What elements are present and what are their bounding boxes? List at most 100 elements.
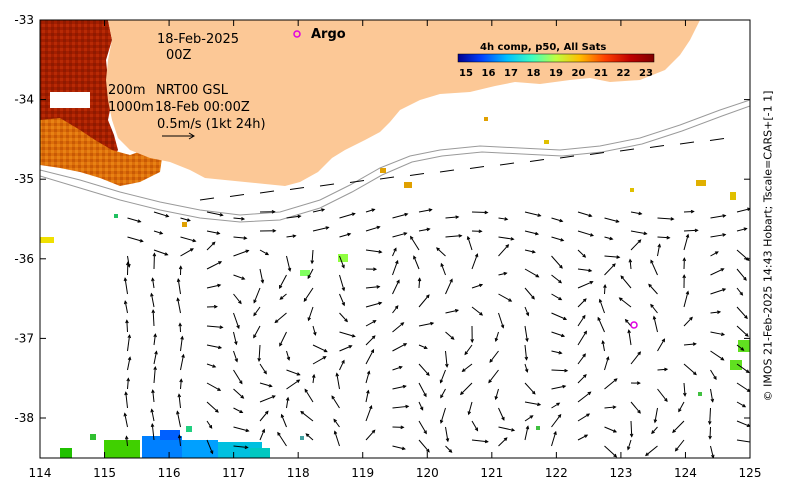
current-arrowhead bbox=[351, 334, 356, 338]
current-arrow bbox=[127, 378, 129, 390]
argo-float-marker[interactable] bbox=[630, 321, 638, 329]
current-arrow bbox=[392, 366, 402, 371]
product-time-label: 18-Feb 00:00Z bbox=[155, 100, 250, 115]
current-arrowhead bbox=[710, 398, 715, 403]
current-arrow bbox=[736, 228, 747, 232]
current-arrow bbox=[124, 301, 128, 314]
current-arrow bbox=[498, 426, 515, 431]
current-arrowhead bbox=[628, 258, 633, 263]
current-arrowhead bbox=[348, 345, 353, 349]
current-arrowhead bbox=[722, 214, 727, 218]
current-arrowhead bbox=[583, 330, 587, 335]
current-arrowhead bbox=[612, 405, 617, 409]
current-arrowhead bbox=[150, 408, 154, 413]
current-arrowhead bbox=[127, 334, 132, 339]
current-arrowhead bbox=[177, 393, 182, 398]
current-arrowhead bbox=[636, 381, 641, 385]
current-arrow bbox=[736, 401, 746, 408]
current-arrowhead bbox=[720, 332, 726, 336]
current-arrowhead bbox=[744, 315, 748, 320]
current-arrow bbox=[445, 331, 455, 340]
current-arrowhead bbox=[525, 338, 529, 343]
current-arrowhead bbox=[159, 231, 164, 235]
current-arrowhead bbox=[720, 356, 725, 361]
current-arrow bbox=[153, 211, 169, 217]
current-arrow bbox=[710, 234, 726, 238]
current-arrowhead bbox=[743, 227, 748, 231]
current-arrow bbox=[339, 312, 348, 322]
colorbar-tick-label: 15 bbox=[459, 68, 473, 79]
current-arrowhead bbox=[637, 409, 641, 414]
current-arrowhead bbox=[587, 391, 592, 396]
current-arrow bbox=[152, 278, 155, 289]
current-arrowhead bbox=[372, 320, 377, 324]
current-arrow bbox=[577, 353, 586, 365]
current-arrowhead bbox=[279, 285, 283, 290]
current-arrow bbox=[259, 190, 275, 194]
current-arrowhead bbox=[682, 274, 686, 279]
current-arrow bbox=[657, 244, 661, 257]
current-arrow bbox=[286, 379, 300, 390]
y-tick-label: -35 bbox=[14, 172, 34, 186]
current-arrow bbox=[524, 325, 528, 342]
current-arrow bbox=[629, 259, 632, 270]
current-arrow bbox=[233, 369, 243, 384]
current-arrowhead bbox=[181, 353, 185, 358]
x-tick-label: 117 bbox=[222, 466, 245, 480]
current-arrowhead bbox=[297, 214, 302, 219]
current-arrow bbox=[577, 230, 594, 237]
colorbar-tick-label: 19 bbox=[549, 68, 563, 79]
current-arrowhead bbox=[285, 396, 290, 401]
current-arrow bbox=[467, 236, 473, 251]
current-arrowhead bbox=[331, 395, 335, 400]
date-label: 18-Feb-2025 bbox=[157, 32, 239, 47]
current-arrowhead bbox=[747, 207, 750, 212]
current-arrowhead bbox=[740, 347, 745, 351]
colorbar-ticks: 15 16 17 18 19 20 21 22 23 bbox=[459, 68, 653, 79]
current-arrowhead bbox=[534, 231, 540, 236]
current-arrow bbox=[127, 335, 131, 352]
current-arrowhead bbox=[455, 215, 460, 219]
current-arrow bbox=[339, 274, 345, 291]
current-arrow bbox=[365, 249, 382, 253]
current-arrow bbox=[524, 401, 541, 406]
current-arrow bbox=[551, 293, 562, 301]
current-arrow bbox=[498, 293, 512, 302]
current-arrow bbox=[124, 278, 128, 295]
current-arrowhead bbox=[722, 288, 727, 292]
current-arrow bbox=[206, 211, 223, 216]
current-arrow bbox=[709, 138, 725, 141]
current-arrowhead bbox=[616, 255, 621, 259]
current-arrowhead bbox=[280, 413, 285, 418]
current-arrowhead bbox=[558, 350, 563, 355]
current-arrowhead bbox=[123, 277, 128, 282]
current-arrowhead bbox=[241, 217, 246, 221]
current-arrowhead bbox=[279, 296, 284, 300]
current-arrow bbox=[551, 274, 562, 284]
current-arrowhead bbox=[474, 253, 479, 258]
current-arrow bbox=[736, 306, 748, 319]
current-arrow bbox=[233, 293, 242, 304]
current-arrow bbox=[365, 302, 382, 308]
current-arrowhead bbox=[150, 292, 154, 297]
current-arrow bbox=[233, 274, 245, 280]
current-arrowhead bbox=[557, 413, 562, 418]
current-arrowhead bbox=[189, 248, 194, 252]
current-arrowhead bbox=[347, 232, 352, 237]
current-arrowhead bbox=[603, 283, 607, 289]
current-arrowhead bbox=[216, 231, 221, 235]
current-arrowhead bbox=[371, 335, 376, 340]
current-arrow bbox=[489, 350, 499, 363]
current-arrow bbox=[206, 382, 221, 391]
current-arrowhead bbox=[430, 321, 435, 326]
current-arrowhead bbox=[708, 435, 712, 440]
current-arrow bbox=[206, 344, 222, 349]
current-arrowhead bbox=[558, 279, 563, 284]
current-arrowhead bbox=[413, 255, 417, 260]
current-arrowhead bbox=[300, 410, 305, 415]
x-tick-label: 122 bbox=[545, 466, 568, 480]
current-arrow bbox=[127, 217, 141, 223]
x-tick-label: 120 bbox=[416, 466, 439, 480]
current-arrowhead bbox=[624, 318, 629, 323]
current-arrow bbox=[233, 445, 248, 449]
